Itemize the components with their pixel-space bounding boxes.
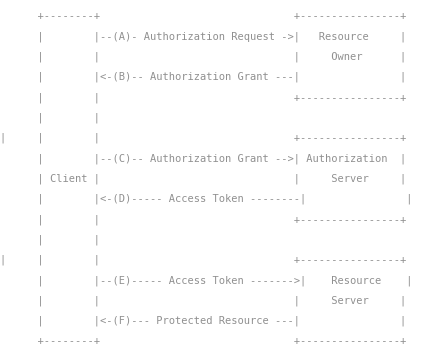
Text: |        |<-(F)--- Protected Resource ---|                |: | |<-(F)--- Protected Resource ---| | bbox=[0, 316, 406, 327]
Text: | Client |                               |     Server     |: | Client | | Server | bbox=[0, 173, 406, 184]
Text: |        |--(C)-- Authorization Grant -->| Authorization  |: | |--(C)-- Authorization Grant -->| Auth… bbox=[0, 153, 406, 164]
Text: +--------+                               +----------------+: +--------+ +----------------+ bbox=[0, 11, 406, 21]
Text: |     |        |                               +----------------+: | | | +----------------+ bbox=[0, 255, 406, 265]
Text: |        |                               +----------------+: | | +----------------+ bbox=[0, 214, 406, 225]
Text: |     |        |                               +----------------+: | | | +----------------+ bbox=[0, 133, 406, 143]
Text: |        |                               |     Server     |: | | | Server | bbox=[0, 295, 406, 306]
Text: +--------+                               +----------------+: +--------+ +----------------+ bbox=[0, 336, 406, 346]
Text: |        |: | | bbox=[0, 235, 100, 245]
Text: |        |<-(B)-- Authorization Grant ---|                |: | |<-(B)-- Authorization Grant ---| | bbox=[0, 72, 406, 83]
Text: |        |--(A)- Authorization Request ->|   Resource     |: | |--(A)- Authorization Request ->| Reso… bbox=[0, 31, 406, 42]
Text: |        |--(E)----- Access Token ------->|    Resource    |: | |--(E)----- Access Token ------->| Res… bbox=[0, 275, 413, 286]
Text: |        |<-(D)----- Access Token --------|                |: | |<-(D)----- Access Token --------| | bbox=[0, 194, 413, 205]
Text: |        |: | | bbox=[0, 113, 100, 123]
Text: |        |                               +----------------+: | | +----------------+ bbox=[0, 92, 406, 103]
Text: |        |                               |     Owner      |: | | | Owner | bbox=[0, 51, 406, 62]
